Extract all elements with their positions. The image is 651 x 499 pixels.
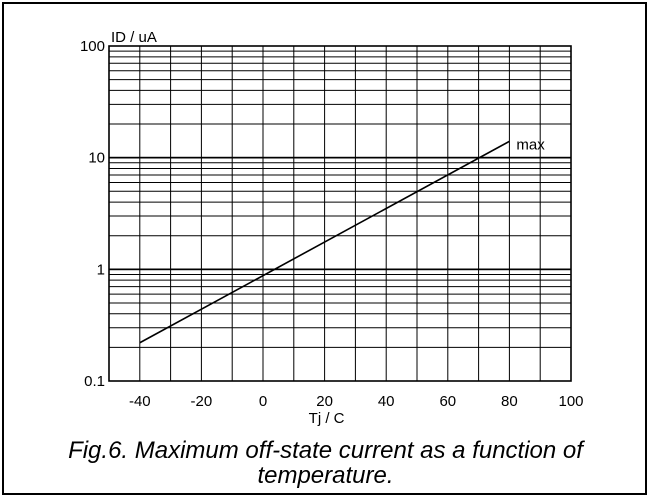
y-tick-label: 0.1 [84,373,105,390]
series-label-max: max [516,136,545,153]
y-tick-label: 1 [97,261,105,278]
caption-line-1: Fig.6. Maximum off-state current as a fu… [68,437,583,464]
x-tick-labels: -40 -20 0 20 40 60 80 100 [129,393,584,410]
figure-caption: Fig.6. Maximum off-state current as a fu… [0,438,651,488]
x-tick-label: 100 [558,393,583,410]
x-tick-label: 0 [259,393,267,410]
chart: max -40 -20 0 20 40 60 80 100 0.1 1 10 100 ID / uA… [80,29,584,427]
figure-frame [2,2,647,495]
plot-area-border [108,45,572,382]
x-tick-label: 40 [378,393,395,410]
x-tick-label: 60 [439,393,456,410]
y-tick-label: 100 [80,38,105,55]
x-tick-label: -20 [191,393,213,410]
x-tick-label: 80 [501,393,518,410]
y-tick-label: 10 [88,150,105,167]
caption-line-2: temperature. [257,462,394,489]
series-layer: max [139,136,545,344]
y-tick-labels: 0.1 1 10 100 [80,38,105,390]
y-axis-label: ID / uA [111,29,157,46]
series-line-max [139,140,510,344]
x-tick-label: -40 [129,393,151,410]
x-axis-label: Tj / C [309,410,345,427]
x-tick-label: 20 [316,393,333,410]
grid [109,46,571,381]
